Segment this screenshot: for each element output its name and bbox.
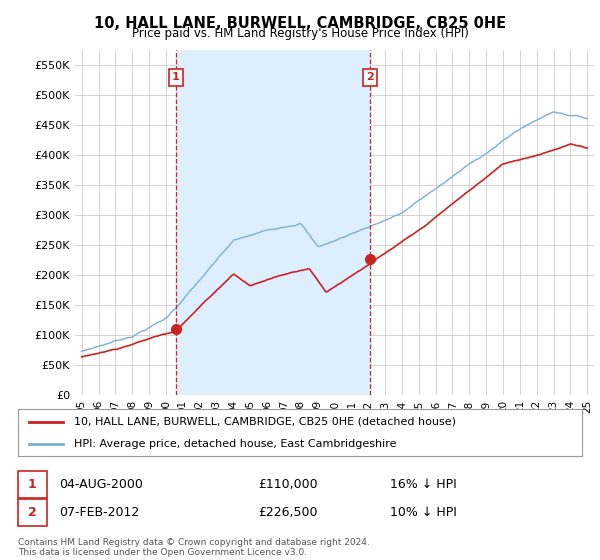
Text: 16% ↓ HPI: 16% ↓ HPI <box>390 478 457 491</box>
Text: 10, HALL LANE, BURWELL, CAMBRIDGE, CB25 0HE (detached house): 10, HALL LANE, BURWELL, CAMBRIDGE, CB25 … <box>74 417 457 427</box>
Text: Price paid vs. HM Land Registry's House Price Index (HPI): Price paid vs. HM Land Registry's House … <box>131 27 469 40</box>
Text: 10% ↓ HPI: 10% ↓ HPI <box>390 506 457 519</box>
Text: Contains HM Land Registry data © Crown copyright and database right 2024.
This d: Contains HM Land Registry data © Crown c… <box>18 538 370 557</box>
Text: 04-AUG-2000: 04-AUG-2000 <box>59 478 143 491</box>
Text: 07-FEB-2012: 07-FEB-2012 <box>59 506 139 519</box>
Text: 2: 2 <box>28 506 37 519</box>
Text: 10, HALL LANE, BURWELL, CAMBRIDGE, CB25 0HE: 10, HALL LANE, BURWELL, CAMBRIDGE, CB25 … <box>94 16 506 31</box>
Text: £226,500: £226,500 <box>258 506 317 519</box>
Text: HPI: Average price, detached house, East Cambridgeshire: HPI: Average price, detached house, East… <box>74 438 397 449</box>
Text: £110,000: £110,000 <box>258 478 317 491</box>
Text: 1: 1 <box>28 478 37 491</box>
Text: 2: 2 <box>366 72 374 82</box>
Bar <box>176 50 370 395</box>
Text: 1: 1 <box>172 72 179 82</box>
